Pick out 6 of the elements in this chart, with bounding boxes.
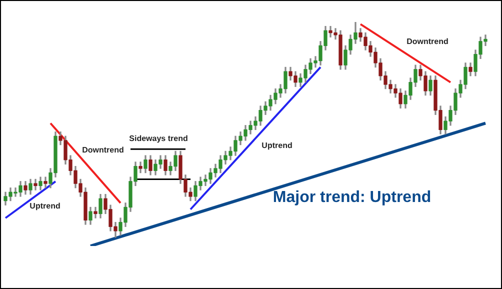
annotation: Uptrend [30,201,60,210]
annotation: Major trend: Uptrend [272,189,432,206]
annotation: Uptrend [262,141,292,150]
annotation: Sideways trend [129,134,188,143]
annotation: Downtrend [82,145,124,154]
annotation: Downtrend [406,36,448,46]
